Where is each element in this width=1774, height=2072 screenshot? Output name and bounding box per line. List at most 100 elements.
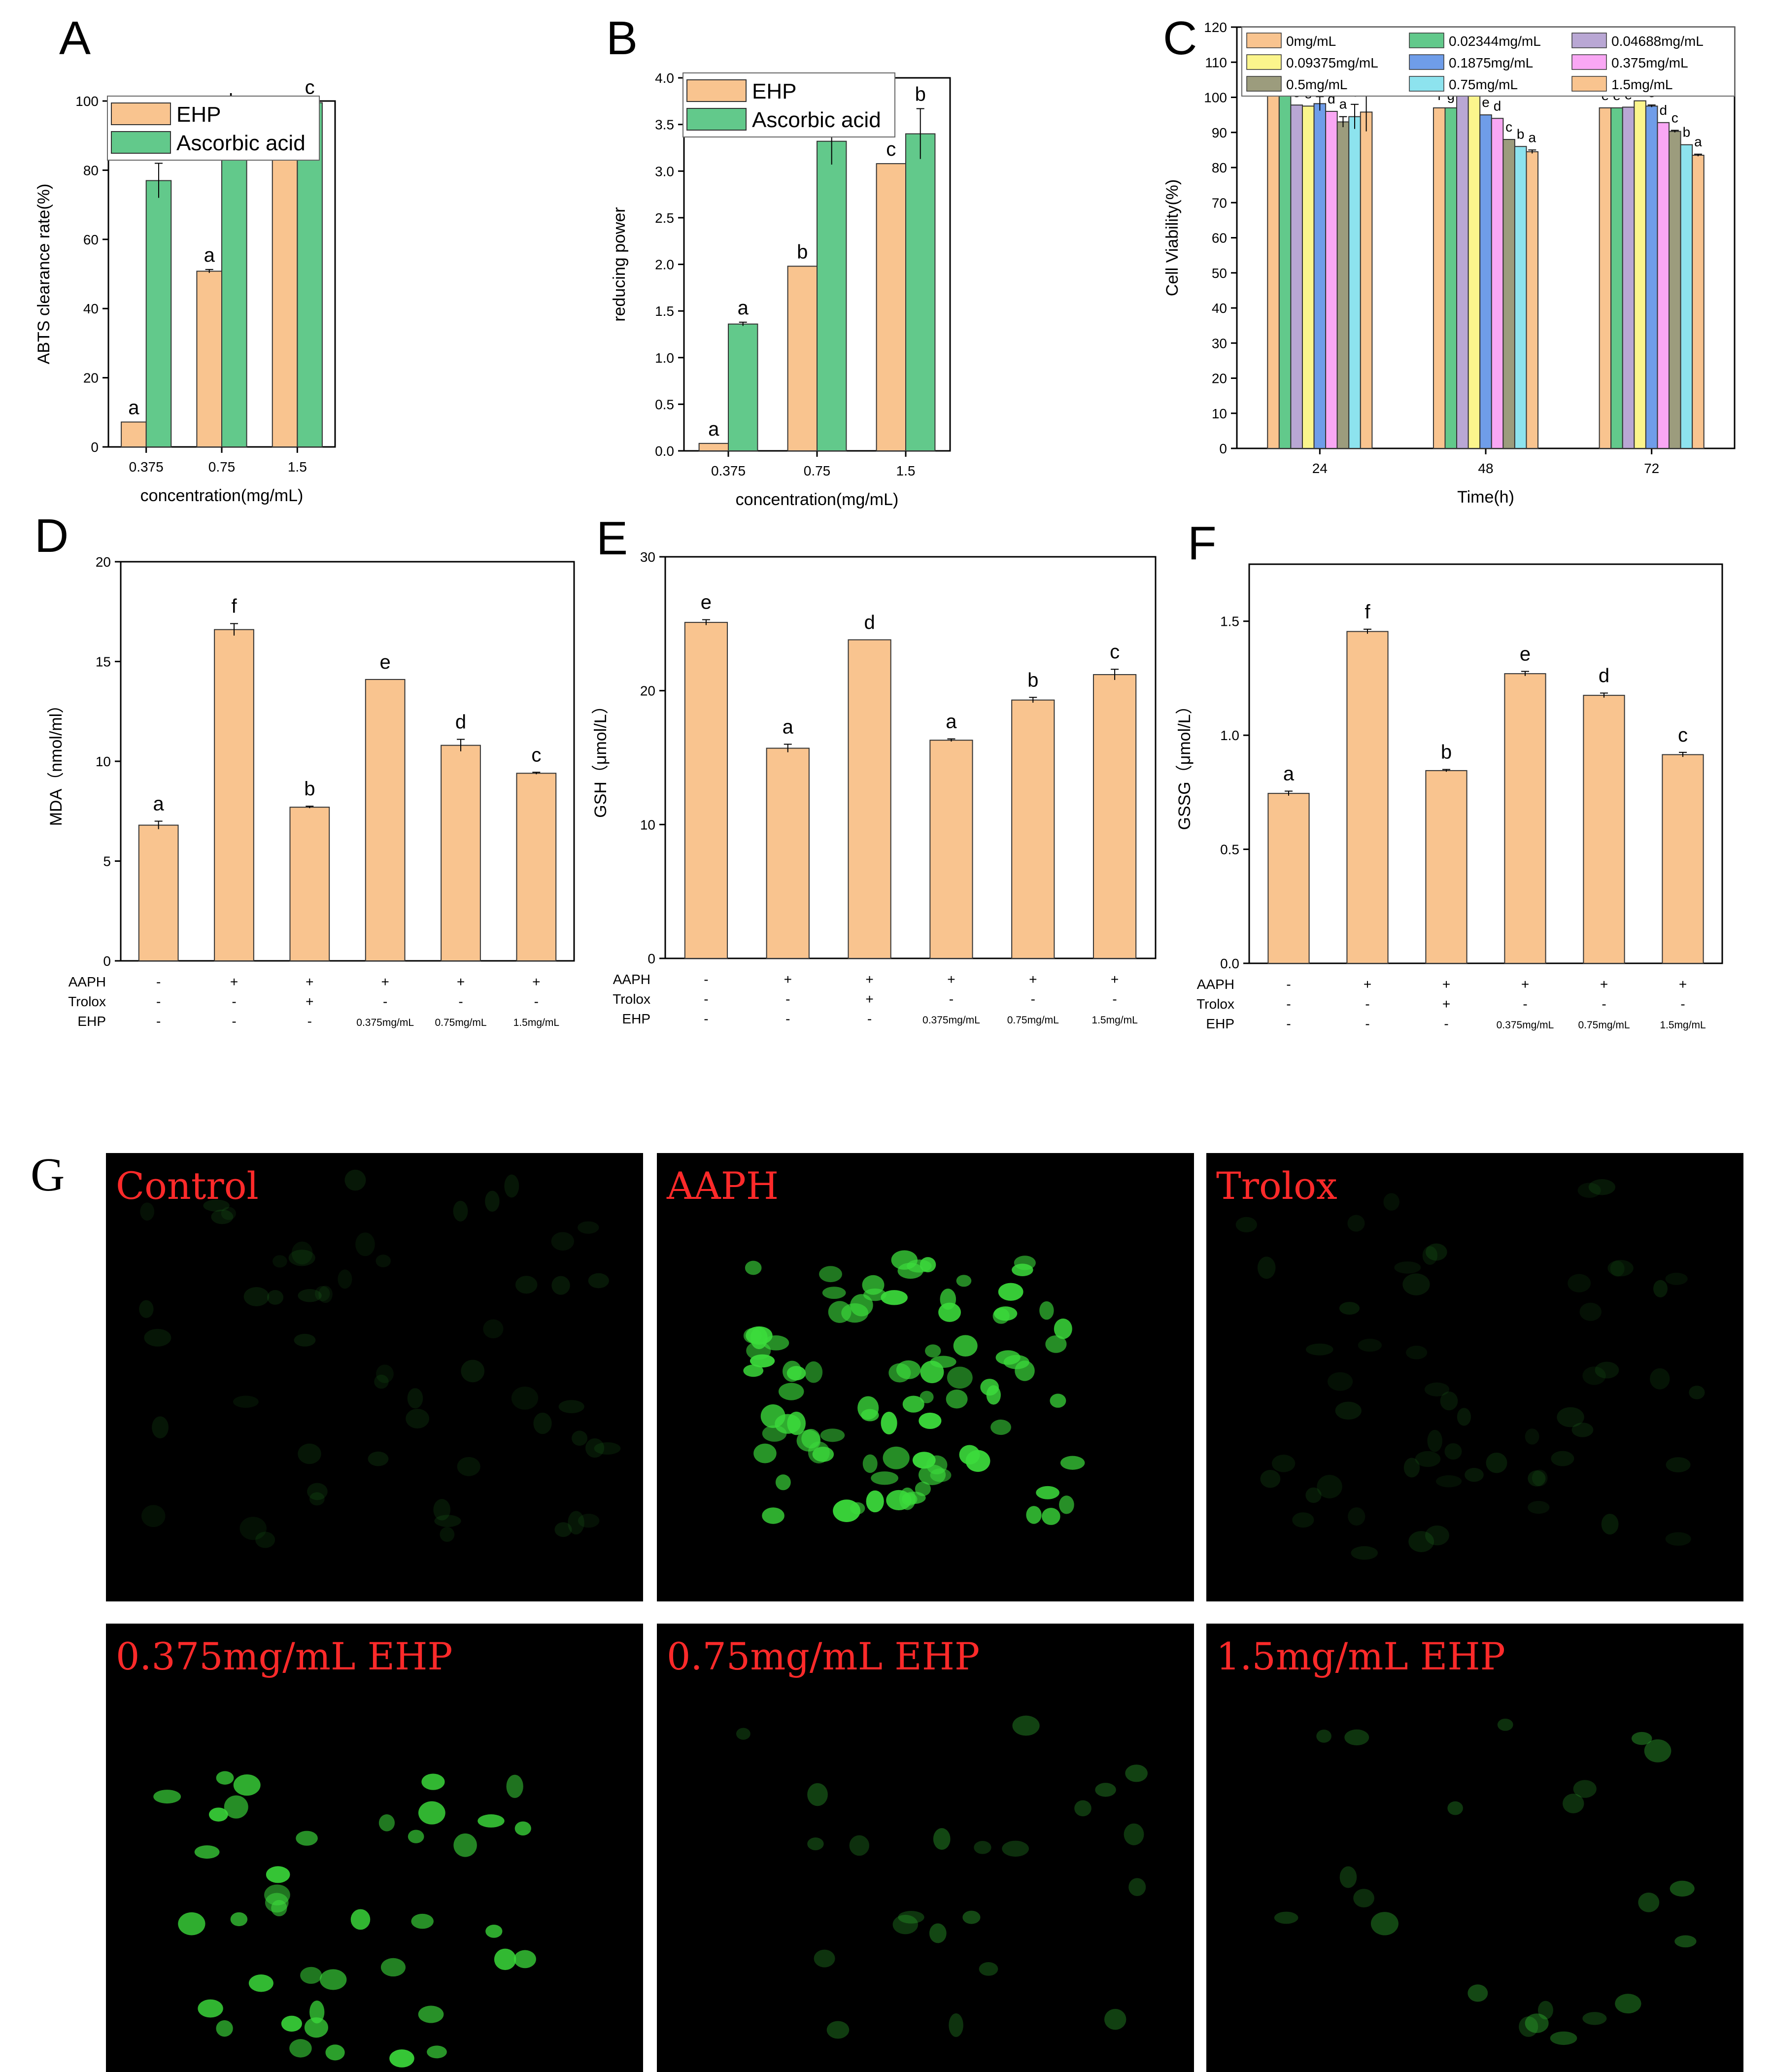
cell bbox=[807, 1837, 824, 1850]
cell bbox=[315, 1286, 330, 1301]
cell bbox=[1370, 1912, 1399, 1936]
y-tick-label: 90 bbox=[1212, 125, 1227, 140]
y-tick-label: 5 bbox=[103, 854, 111, 869]
cell bbox=[1074, 1800, 1092, 1817]
cell bbox=[1054, 1318, 1072, 1339]
cell bbox=[406, 1408, 430, 1429]
cell bbox=[1002, 1840, 1029, 1857]
significance-letter: c bbox=[886, 138, 896, 160]
treatment-cell: - bbox=[156, 974, 161, 989]
cell bbox=[291, 1241, 313, 1265]
bar-0-375mg-ml bbox=[1325, 111, 1338, 449]
y-tick-label: 1.0 bbox=[1220, 728, 1239, 743]
cell bbox=[998, 1283, 1023, 1301]
bar-ehp bbox=[698, 442, 729, 451]
treatment-cell: - bbox=[1286, 977, 1291, 992]
cell bbox=[211, 1209, 234, 1224]
cell bbox=[1537, 2001, 1553, 2020]
cell bbox=[1012, 1715, 1040, 1736]
cell bbox=[139, 1300, 154, 1318]
legend-label: 0.375mg/mL bbox=[1611, 55, 1688, 70]
cell bbox=[421, 1773, 445, 1790]
cell bbox=[833, 1499, 860, 1523]
significance-letter: c bbox=[1505, 119, 1512, 135]
y-tick-label: 0.0 bbox=[1220, 956, 1239, 971]
cell bbox=[926, 1455, 948, 1475]
treatment-cell: - bbox=[1286, 996, 1291, 1012]
plot-frame bbox=[120, 561, 575, 962]
legend-label: 1.5mg/mL bbox=[1611, 77, 1673, 92]
cell bbox=[1551, 1451, 1574, 1466]
x-tick-label: 1.5 bbox=[896, 463, 916, 478]
treatment-cell: 1.5mg/mL bbox=[1660, 1019, 1706, 1031]
y-tick-label: 20 bbox=[83, 371, 99, 386]
cell bbox=[933, 1828, 951, 1850]
y-tick-label: 1.5 bbox=[1220, 614, 1239, 629]
cell bbox=[953, 1335, 978, 1357]
treatment-row-label: EHP bbox=[77, 1014, 106, 1029]
bar-ascorbic-acid bbox=[905, 133, 936, 451]
cell bbox=[828, 1301, 852, 1323]
cell bbox=[920, 1391, 934, 1403]
legend-label: EHP bbox=[752, 79, 796, 103]
treatment-row-label: Trolox bbox=[1196, 996, 1234, 1012]
fluorescent-cells bbox=[743, 1250, 1085, 1525]
cell bbox=[1271, 1455, 1296, 1472]
treatment-cell: - bbox=[949, 991, 954, 1007]
cell bbox=[289, 2039, 312, 2058]
cell bbox=[807, 1783, 828, 1806]
cell bbox=[281, 2015, 302, 2032]
cell bbox=[743, 1364, 764, 1377]
y-tick-label: 100 bbox=[75, 94, 99, 109]
bar-0-04688mg-ml bbox=[1456, 92, 1469, 449]
microscopy-tile-5: 0.75mg/mL EHP bbox=[657, 1624, 1194, 2072]
bar bbox=[289, 807, 330, 962]
bar-0-75mg-ml bbox=[1514, 146, 1527, 449]
cell bbox=[1465, 1468, 1484, 1482]
cell bbox=[1665, 1532, 1691, 1546]
cell bbox=[1532, 1469, 1548, 1487]
treatment-row-label: Trolox bbox=[68, 994, 106, 1009]
cell bbox=[1573, 1780, 1597, 1798]
cell bbox=[907, 1259, 932, 1273]
x-axis-label: concentration(mg/mL) bbox=[736, 490, 899, 509]
cell bbox=[888, 1363, 911, 1383]
cell bbox=[427, 2045, 447, 2059]
bar-0-375mg-ml bbox=[1657, 122, 1670, 449]
bar-ascorbic-acid bbox=[817, 140, 847, 451]
legend-swatch bbox=[1246, 33, 1282, 48]
cell bbox=[1036, 1486, 1059, 1499]
y-tick-label: 2.0 bbox=[655, 257, 674, 272]
cell bbox=[1601, 1514, 1619, 1535]
panel-letter: D bbox=[34, 510, 68, 562]
bar-1-5mg-ml bbox=[1360, 111, 1373, 449]
treatment-cell: - bbox=[156, 994, 161, 1009]
cell bbox=[585, 1438, 605, 1458]
cell bbox=[453, 1200, 468, 1222]
bar-0-02344mg-ml bbox=[1610, 107, 1623, 449]
cell bbox=[775, 1474, 791, 1491]
significance-letter: a bbox=[153, 793, 165, 815]
cell bbox=[1674, 1935, 1697, 1948]
fluorescent-cells bbox=[736, 1715, 1148, 2039]
cell bbox=[1497, 1718, 1513, 1731]
microscopy-tile-6: 1.5mg/mL EHP bbox=[1206, 1624, 1743, 2072]
cell bbox=[144, 1328, 171, 1347]
cell bbox=[294, 1333, 316, 1347]
cell bbox=[812, 1446, 834, 1462]
legend-label: Ascorbic acid bbox=[752, 108, 881, 132]
cell bbox=[224, 1795, 248, 1819]
cell bbox=[198, 1999, 223, 2018]
fluorescent-cells bbox=[139, 1169, 621, 1548]
cell bbox=[993, 1306, 1018, 1321]
panel-letter: C bbox=[1163, 12, 1197, 65]
cell bbox=[871, 1471, 898, 1485]
microscopy-panel-g: G Control AAPH Trolox 0.375mg/mL EHP 0.75mg/… bbox=[0, 1133, 1774, 2072]
significance-letter: b bbox=[1517, 126, 1525, 141]
cell bbox=[300, 1967, 322, 1984]
significance-letter: a bbox=[1528, 130, 1536, 145]
treatment-row-label: EHP bbox=[622, 1011, 650, 1026]
cell bbox=[974, 1840, 991, 1854]
cell bbox=[1306, 1343, 1333, 1356]
significance-letter: d bbox=[1494, 98, 1501, 113]
